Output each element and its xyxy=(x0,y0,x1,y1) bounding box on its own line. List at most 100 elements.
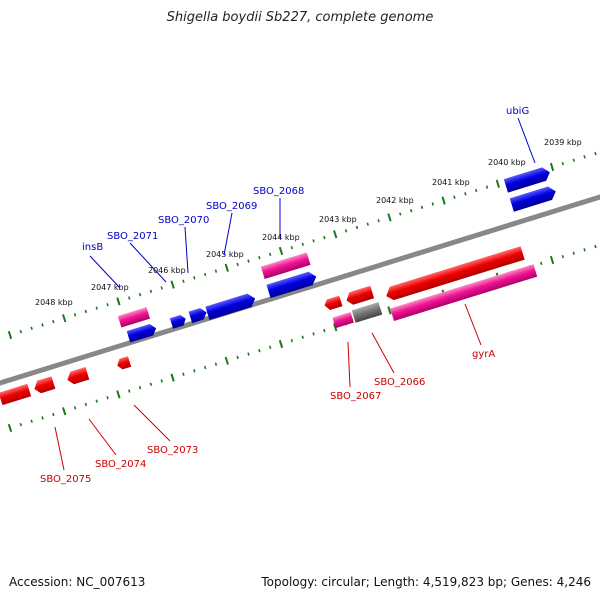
minor-tick xyxy=(128,389,131,393)
minor-tick xyxy=(41,323,44,327)
minor-tick xyxy=(323,235,326,240)
minor-tick xyxy=(572,158,575,162)
label-sbo-2068[interactable]: SBO_2068 xyxy=(253,186,304,197)
map-title: Shigella boydii Sb227, complete genome xyxy=(166,10,434,25)
upper-tick-track xyxy=(7,151,597,340)
feature-sbo-2067-rna[interactable] xyxy=(332,311,354,329)
minor-tick xyxy=(138,292,142,297)
major-tick xyxy=(495,179,500,188)
gene-arrow-sbo-2066[interactable] xyxy=(344,285,375,306)
gene-arrow-sbo-2068[interactable] xyxy=(266,270,318,299)
forward-features xyxy=(117,166,558,343)
minor-tick xyxy=(106,396,109,400)
label-insb[interactable]: insB xyxy=(82,242,103,253)
minor-tick xyxy=(366,222,369,226)
minor-tick xyxy=(52,412,55,417)
minor-tick xyxy=(41,416,44,420)
major-tick xyxy=(7,330,13,340)
label-sbo-2073[interactable]: SBO_2073 xyxy=(147,445,198,456)
minor-tick xyxy=(258,256,261,260)
minor-tick xyxy=(106,303,109,307)
minor-tick xyxy=(377,219,380,223)
feature-sbo-2066-pseudo[interactable] xyxy=(351,302,383,323)
minor-tick xyxy=(301,335,304,339)
minor-tick xyxy=(19,329,23,334)
tick-label-2048: 2048 kbp xyxy=(35,298,73,307)
minor-tick xyxy=(312,239,315,243)
major-tick xyxy=(387,306,392,315)
feature-insb-rna[interactable] xyxy=(117,307,151,328)
major-tick xyxy=(333,323,338,332)
gene-labels: insB SBO_2071 SBO_2070 SBO_2069 SBO_2068… xyxy=(40,106,529,485)
gene-arrow-sbo-2071[interactable] xyxy=(169,314,188,329)
major-tick xyxy=(549,162,555,172)
label-ubig[interactable]: ubiG xyxy=(506,106,529,117)
major-tick xyxy=(170,280,175,289)
gene-arrow-insb[interactable] xyxy=(126,322,158,343)
minor-tick xyxy=(236,355,239,360)
major-tick xyxy=(333,230,338,239)
minor-tick xyxy=(561,254,565,259)
minor-tick xyxy=(323,328,326,333)
minor-tick xyxy=(73,406,77,410)
label-sbo-2066[interactable]: SBO_2066 xyxy=(374,377,425,388)
gene-arrow-edge[interactable] xyxy=(0,383,32,406)
tick-label-2039: 2039 kbp xyxy=(544,138,582,147)
tick-label-2040: 2040 kbp xyxy=(488,158,526,167)
minor-tick xyxy=(594,244,597,249)
major-tick xyxy=(224,263,229,272)
minor-tick xyxy=(214,362,218,366)
label-sbo-2071[interactable]: SBO_2071 xyxy=(107,231,158,242)
minor-tick xyxy=(399,212,402,216)
minor-tick xyxy=(193,369,196,373)
minor-tick xyxy=(474,188,478,193)
minor-tick xyxy=(30,419,33,423)
major-tick xyxy=(62,314,67,323)
tick-label-2042: 2042 kbp xyxy=(376,196,414,205)
minor-tick xyxy=(355,225,359,230)
minor-tick xyxy=(409,208,413,213)
gene-arrow-sbo-2070[interactable] xyxy=(188,307,209,324)
tick-label-2046: 2046 kbp xyxy=(148,266,186,275)
major-tick xyxy=(116,297,121,306)
label-gyra[interactable]: gyrA xyxy=(472,349,495,360)
gene-arrow-sbo-2069[interactable] xyxy=(205,292,257,321)
gene-arrow-sbo-2073[interactable] xyxy=(115,356,132,370)
label-sbo-2067[interactable]: SBO_2067 xyxy=(330,391,381,402)
minor-tick xyxy=(203,272,207,277)
minor-tick xyxy=(485,185,489,189)
minor-tick xyxy=(160,379,163,383)
major-tick xyxy=(170,373,175,382)
feature-sbo-2068-rna[interactable] xyxy=(260,252,311,280)
gene-arrow-sbo-2074[interactable] xyxy=(65,367,90,386)
minor-tick xyxy=(268,345,272,350)
minor-tick xyxy=(268,252,272,257)
major-tick xyxy=(278,339,284,349)
gene-arrow-sbo-2067[interactable] xyxy=(323,295,343,312)
feature-gyra-rna[interactable] xyxy=(390,264,538,321)
gene-arrow-ubig-rna[interactable] xyxy=(509,185,558,212)
label-sbo-2074[interactable]: SBO_2074 xyxy=(95,459,146,470)
minor-tick xyxy=(594,151,597,156)
major-tick xyxy=(7,423,13,433)
label-leaders xyxy=(54,117,536,471)
major-tick xyxy=(116,390,121,399)
minor-tick xyxy=(236,262,239,267)
label-sbo-2070[interactable]: SBO_2070 xyxy=(158,215,209,226)
minor-tick xyxy=(138,385,142,390)
gene-arrow-ubig[interactable] xyxy=(503,166,552,193)
label-sbo-2069[interactable]: SBO_2069 xyxy=(206,201,257,212)
minor-tick xyxy=(431,202,434,206)
label-sbo-2075[interactable]: SBO_2075 xyxy=(40,474,91,485)
minor-tick xyxy=(258,349,261,353)
gene-arrow-gyra-large[interactable] xyxy=(384,246,525,302)
minor-tick xyxy=(182,279,185,283)
gene-arrow-sbo-2075[interactable] xyxy=(32,376,56,394)
minor-tick xyxy=(84,402,88,407)
minor-tick xyxy=(19,422,23,427)
minor-tick xyxy=(420,205,424,209)
minor-tick xyxy=(73,313,77,317)
minor-tick xyxy=(149,289,153,293)
minor-tick xyxy=(182,372,185,376)
